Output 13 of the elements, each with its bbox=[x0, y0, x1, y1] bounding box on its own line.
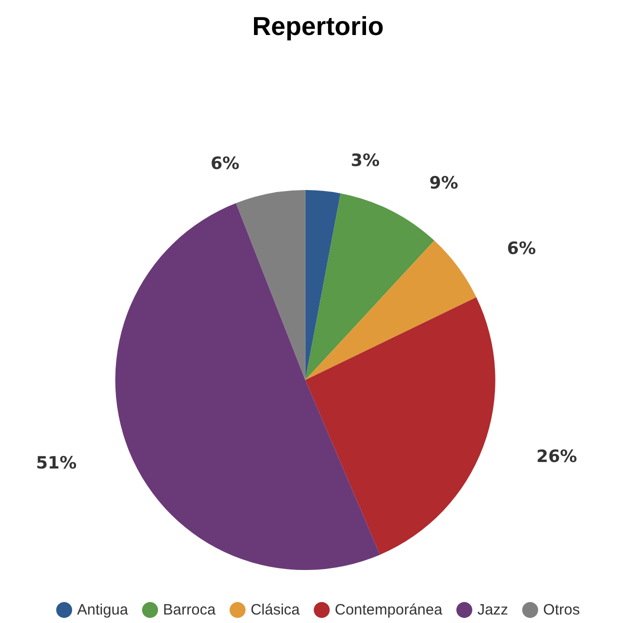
data-label: 51% bbox=[36, 453, 77, 474]
data-label: 6% bbox=[210, 154, 240, 174]
legend-label: Otros bbox=[543, 602, 580, 618]
legend-label: Barroca bbox=[163, 602, 216, 618]
chart-title: Repertorio bbox=[252, 11, 384, 41]
data-label: 3% bbox=[350, 150, 380, 171]
legend-label: Jazz bbox=[477, 602, 508, 618]
data-label: 9% bbox=[429, 174, 458, 194]
legend-label: Contemporánea bbox=[334, 602, 443, 618]
data-label: 26% bbox=[536, 447, 578, 468]
legend-label: Clásica bbox=[250, 602, 300, 618]
data-label: 6% bbox=[507, 239, 536, 260]
legend-label: Antigua bbox=[77, 602, 129, 618]
